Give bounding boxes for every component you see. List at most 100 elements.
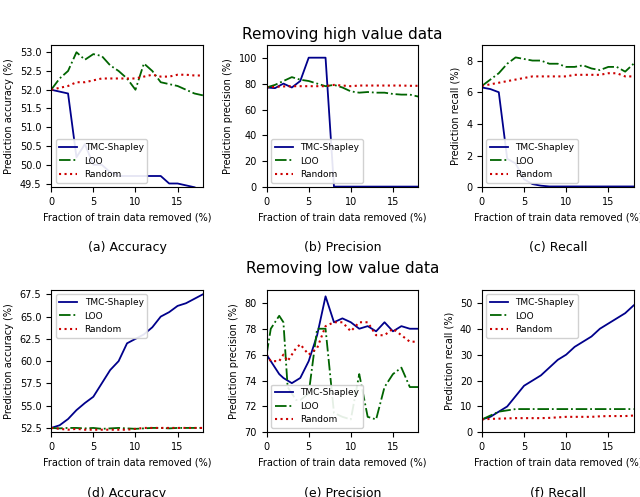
Random [397, 332, 405, 338]
TMC-Shapley [613, 183, 621, 189]
Random [314, 83, 321, 89]
LOO [512, 406, 520, 412]
TMC-Shapley [495, 89, 502, 95]
LOO [520, 406, 528, 412]
Random [132, 426, 140, 432]
TMC-Shapley [173, 180, 181, 186]
LOO [132, 87, 140, 93]
LOO [563, 406, 570, 412]
Random [406, 339, 413, 345]
Random [132, 76, 140, 82]
TMC-Shapley [47, 425, 55, 431]
TMC-Shapley [563, 352, 570, 358]
TMC-Shapley [173, 303, 181, 309]
TMC-Shapley [263, 352, 271, 358]
LOO [504, 408, 511, 414]
TMC-Shapley [98, 162, 106, 167]
Random [288, 352, 296, 358]
Random [605, 70, 612, 76]
Random [554, 74, 562, 80]
TMC-Shapley [605, 321, 612, 327]
LOO [123, 425, 131, 431]
LOO [596, 406, 604, 412]
Random [165, 74, 173, 80]
TMC-Shapley [56, 88, 63, 94]
Random [72, 426, 80, 432]
Random [191, 73, 198, 79]
TMC-Shapley [339, 316, 346, 322]
TMC-Shapley [512, 161, 520, 166]
LOO [495, 70, 502, 76]
Random [106, 427, 114, 433]
Random [545, 74, 553, 80]
TMC-Shapley [81, 400, 89, 406]
LOO [140, 61, 148, 67]
Random [90, 427, 97, 433]
Random [355, 83, 363, 88]
TMC-Shapley [478, 84, 486, 90]
LOO [182, 425, 190, 431]
TMC-Shapley [132, 336, 140, 342]
LOO [106, 425, 114, 431]
LOO [305, 391, 312, 397]
TMC-Shapley [72, 407, 80, 413]
TMC-Shapley [191, 296, 198, 302]
TMC-Shapley [545, 365, 553, 371]
TMC-Shapley [381, 183, 388, 189]
Random [478, 83, 486, 89]
LOO [165, 81, 173, 87]
LOO [330, 410, 338, 416]
Random [330, 319, 338, 325]
TMC-Shapley [148, 325, 156, 331]
LOO [305, 78, 312, 84]
TMC-Shapley [537, 183, 545, 189]
LOO [165, 425, 173, 431]
Y-axis label: Prediction precision (%): Prediction precision (%) [228, 303, 239, 419]
Random [81, 79, 89, 85]
Random [571, 72, 579, 78]
LOO [106, 63, 114, 69]
Random [529, 74, 536, 80]
Random [495, 415, 502, 421]
LOO [64, 68, 72, 74]
Random [504, 78, 511, 84]
X-axis label: Fraction of train data removed (%): Fraction of train data removed (%) [474, 458, 640, 468]
TMC-Shapley [288, 84, 296, 90]
TMC-Shapley [140, 173, 148, 179]
LOO [173, 83, 181, 89]
Random [305, 83, 312, 89]
LOO [621, 406, 629, 412]
TMC-Shapley [414, 183, 422, 189]
LOO [267, 326, 275, 331]
TMC-Shapley [275, 371, 283, 377]
LOO [495, 409, 502, 414]
TMC-Shapley [372, 183, 380, 189]
TMC-Shapley [588, 333, 595, 339]
Random [605, 413, 612, 419]
LOO [504, 61, 511, 67]
TMC-Shapley [478, 416, 486, 422]
Random [347, 83, 355, 89]
TMC-Shapley [520, 176, 528, 182]
LOO [280, 319, 287, 325]
TMC-Shapley [292, 378, 300, 384]
LOO [414, 93, 422, 99]
LOO [347, 88, 355, 94]
TMC-Shapley [280, 81, 287, 86]
Random [148, 425, 156, 431]
TMC-Shapley [554, 357, 562, 363]
LOO [339, 414, 346, 420]
TMC-Shapley [267, 358, 275, 364]
TMC-Shapley [529, 181, 536, 187]
TMC-Shapley [123, 340, 131, 346]
Random [182, 425, 190, 431]
TMC-Shapley [486, 414, 494, 420]
Random [563, 74, 570, 80]
LOO [47, 87, 55, 93]
Line: Random: Random [51, 428, 203, 430]
Random [157, 74, 164, 80]
Line: Random: Random [482, 415, 634, 419]
LOO [296, 77, 304, 83]
Random [554, 414, 562, 420]
TMC-Shapley [355, 326, 363, 331]
